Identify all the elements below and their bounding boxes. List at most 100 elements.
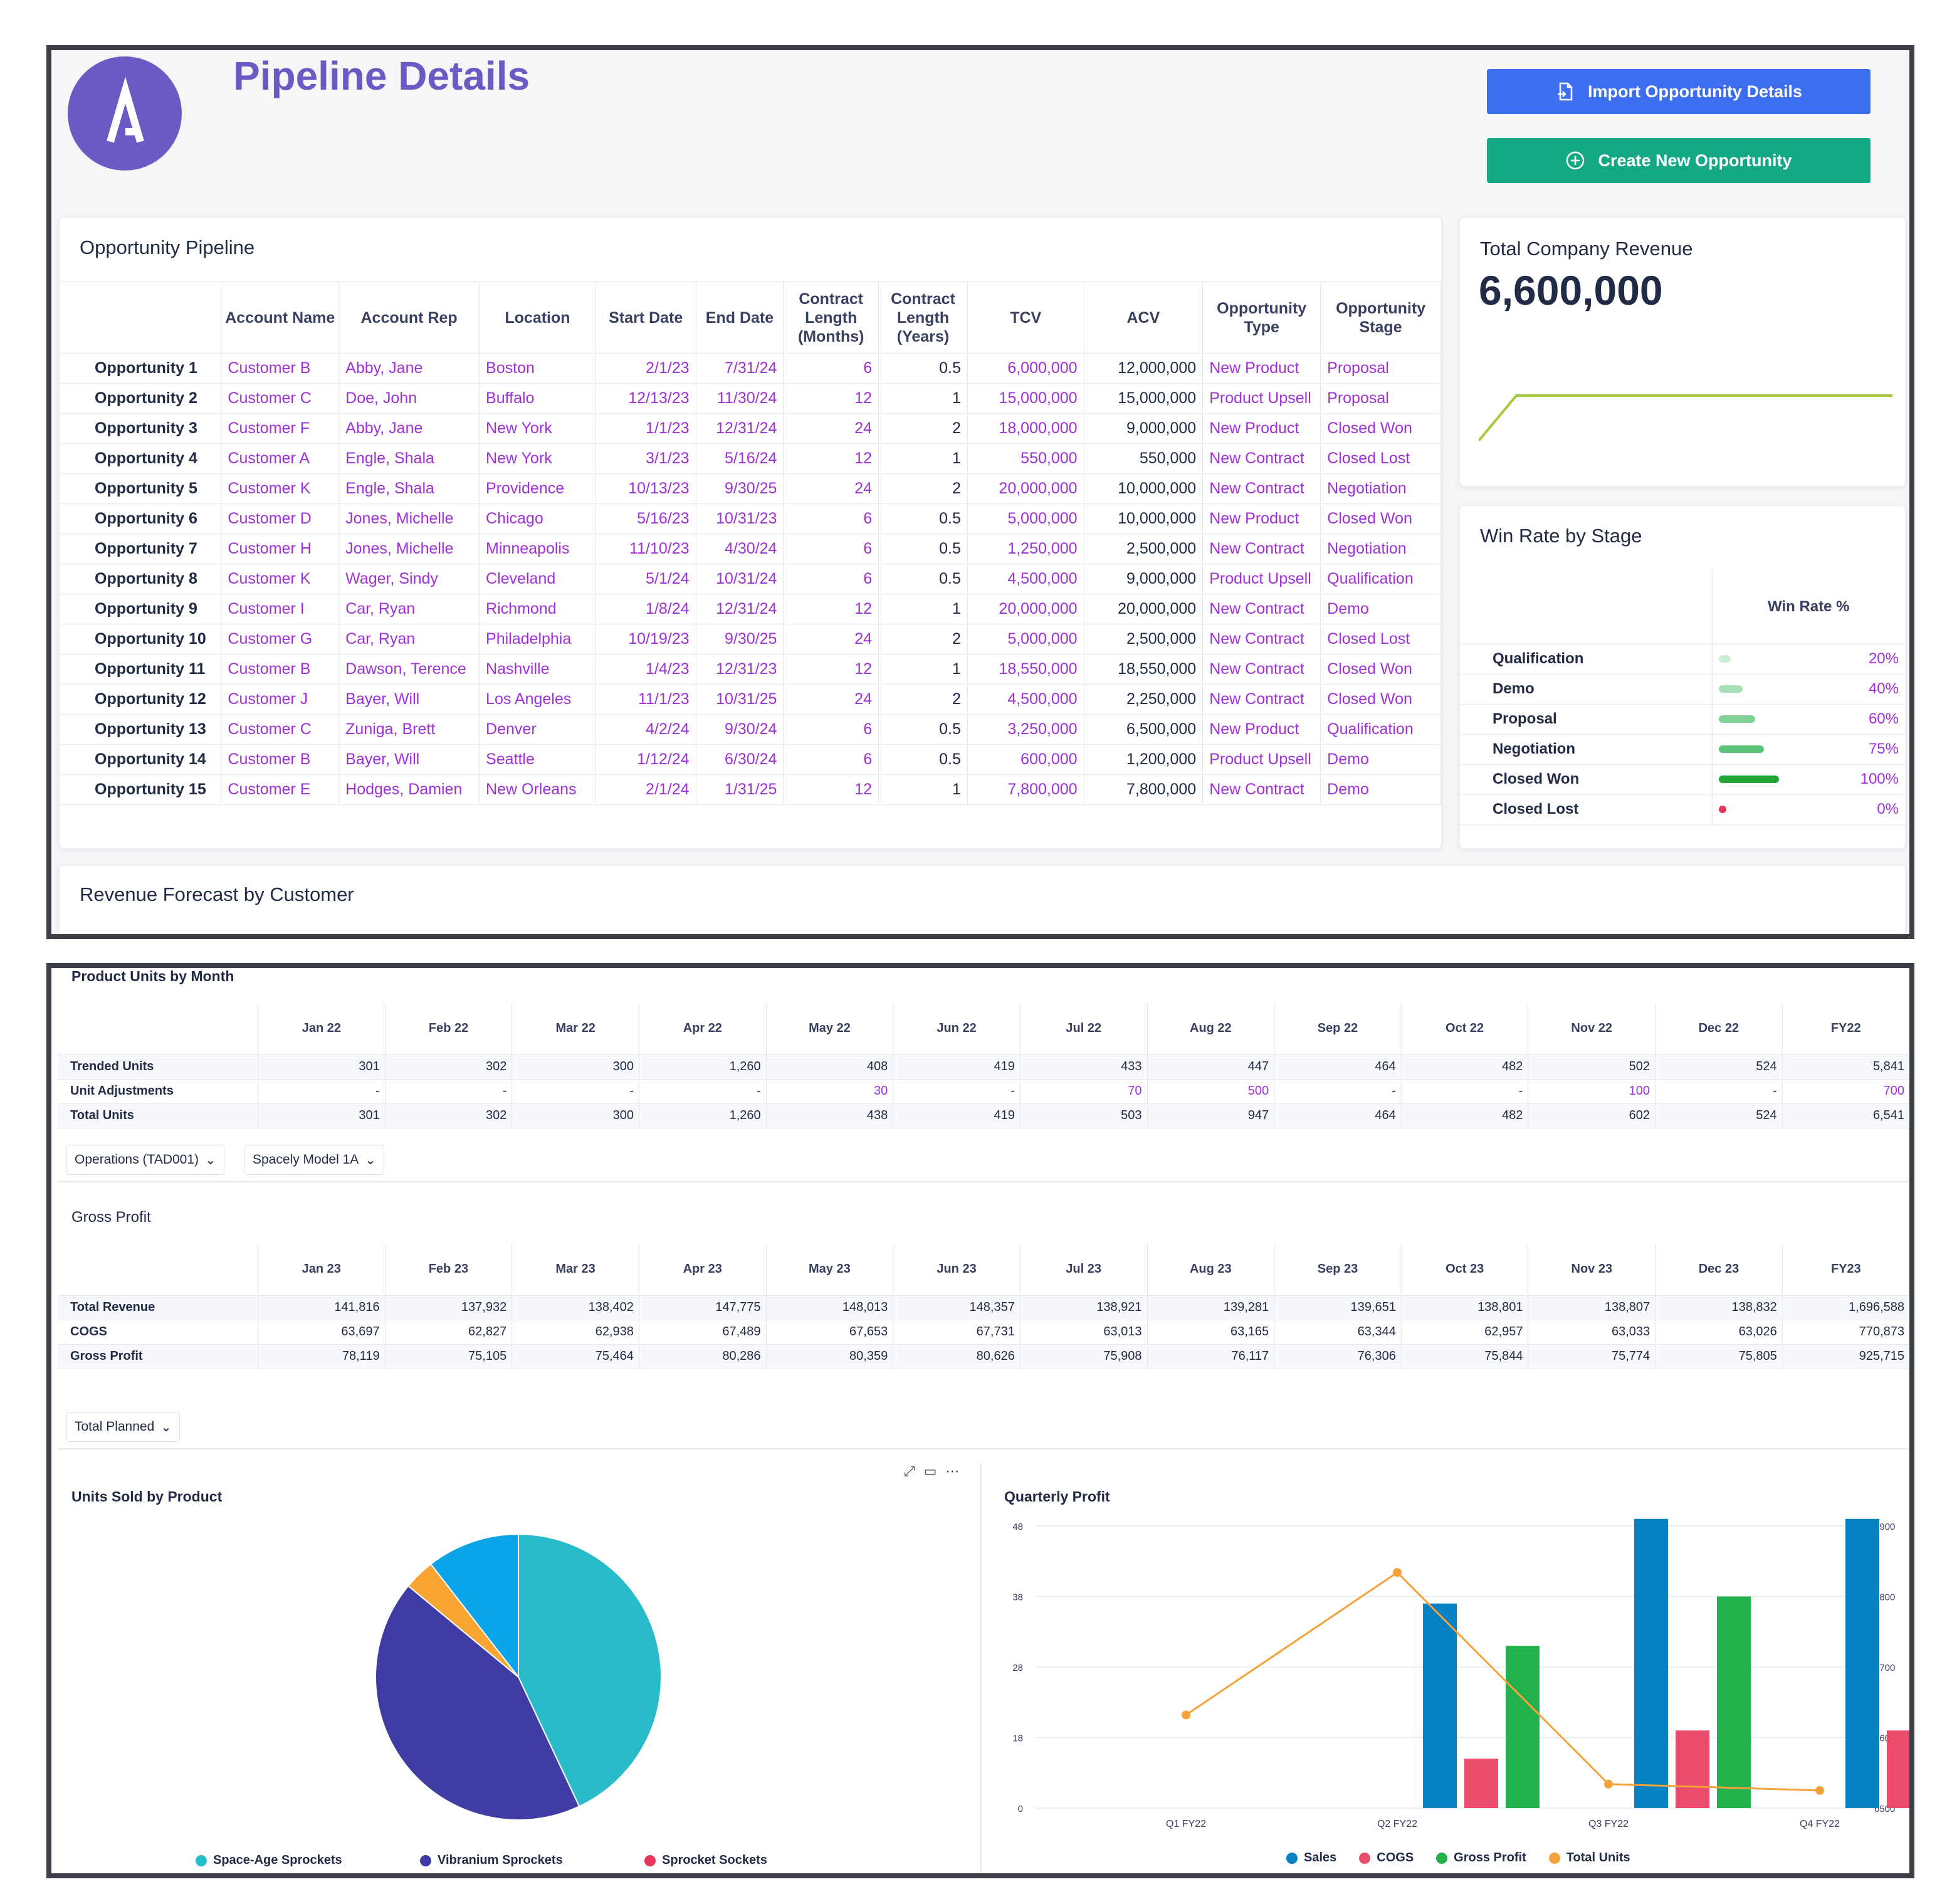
grid-column-header: Nov 22 — [1528, 1003, 1656, 1055]
y-tick-label: 28 — [1012, 1663, 1023, 1673]
grid-cell: 76,117 — [1147, 1344, 1274, 1369]
expand-icon[interactable]: ⤢ — [904, 1463, 915, 1479]
pipeline-cell: New Contract — [1202, 473, 1321, 504]
pipeline-cell: 3,250,000 — [967, 714, 1084, 745]
y-tick-label: 38 — [1012, 1592, 1023, 1603]
opportunity-row[interactable]: Opportunity 15 Customer E Hodges, Damien Ne… — [60, 774, 1441, 805]
opportunity-row[interactable]: Opportunity 6 Customer D Jones, Michelle Ch… — [60, 503, 1441, 534]
win-rate-bar-cell — [1711, 644, 1781, 675]
opportunity-name-cell: Opportunity 6 — [60, 503, 222, 534]
revenue-sparkline — [1479, 394, 1892, 442]
grid-cell: 300 — [512, 1103, 639, 1128]
import-button-label: Import Opportunity Details — [1587, 82, 1802, 101]
pipeline-cell: Customer G — [221, 624, 340, 655]
opportunity-row[interactable]: Opportunity 7 Customer H Jones, Michelle Mi… — [60, 534, 1441, 564]
win-rate-bar-cell — [1711, 764, 1781, 795]
opportunity-row[interactable]: Opportunity 9 Customer I Car, Ryan Richmond… — [60, 594, 1441, 624]
bar-cogs — [1887, 1730, 1909, 1808]
chevron-down-icon: ⌄ — [205, 1152, 216, 1167]
opportunity-row[interactable]: Opportunity 14 Customer B Bayer, Will Seatt… — [60, 744, 1441, 775]
grid-cell: 139,281 — [1147, 1295, 1274, 1320]
opportunity-row[interactable]: Opportunity 11 Customer B Dawson, Terence N… — [60, 654, 1441, 685]
pipeline-cell: 4/2/24 — [595, 714, 696, 745]
grid-cell: 75,464 — [512, 1344, 639, 1369]
pipeline-cell: Negotiation — [1320, 473, 1441, 504]
pipeline-cell: 5,000,000 — [967, 503, 1084, 534]
grid-cell: 62,938 — [512, 1320, 639, 1345]
quarterly-profit-title: Quarterly Profit — [1004, 1488, 1110, 1505]
pipeline-cell: 6 — [783, 534, 879, 564]
pipeline-cell: 6 — [783, 503, 879, 534]
pipeline-cell: Boston — [479, 353, 596, 384]
grid-cell: - — [384, 1079, 512, 1104]
opportunity-name-cell: Opportunity 14 — [60, 744, 222, 775]
win-rate-stage: Closed Won — [1460, 764, 1712, 795]
grid-cell: 67,731 — [893, 1320, 1021, 1345]
pipeline-cell: 5,000,000 — [967, 624, 1084, 655]
legend-label: Space-Age Sprockets — [213, 1853, 342, 1867]
pie-slice[interactable] — [429, 1533, 519, 1679]
pipeline-cell: Customer C — [221, 383, 340, 414]
grid-cell: 75,844 — [1400, 1344, 1528, 1369]
comment-icon[interactable]: ▭ — [923, 1463, 937, 1479]
pipeline-cell: 0.5 — [878, 503, 968, 534]
pipeline-cell: 4,500,000 — [967, 564, 1084, 594]
pipeline-cell: New Contract — [1202, 443, 1321, 474]
pipeline-cell: 15,000,000 — [1083, 383, 1204, 414]
pipeline-cell: 20,000,000 — [967, 594, 1084, 624]
opportunity-row[interactable]: Opportunity 10 Customer G Car, Ryan Philade… — [60, 624, 1441, 655]
legend-swatch — [420, 1854, 431, 1866]
pipeline-cell: 11/10/23 — [595, 534, 696, 564]
pipeline-cell: Customer E — [221, 774, 340, 805]
grid-cell: 5,841 — [1781, 1055, 1909, 1080]
pie-legend-item: Sprocket Sockets — [644, 1853, 767, 1868]
gross-profit-title: Gross Profit — [71, 1209, 151, 1226]
pipeline-column-header: End Date — [695, 281, 784, 354]
grid-cell: 147,775 — [638, 1295, 767, 1320]
opportunity-name-cell: Opportunity 1 — [60, 353, 222, 384]
grid-cell: 63,033 — [1528, 1320, 1656, 1345]
grid-cell: 138,801 — [1400, 1295, 1528, 1320]
revenue-forecast-title: Revenue Forecast by Customer — [80, 883, 354, 905]
pipeline-cell: Product Upsell — [1202, 744, 1321, 775]
create-opportunity-button[interactable]: Create New Opportunity — [1487, 138, 1871, 183]
pipeline-cell: 20,000,000 — [967, 473, 1084, 504]
plus-circle-icon — [1566, 151, 1585, 170]
opportunity-name-cell: Opportunity 2 — [60, 383, 222, 414]
opportunity-row[interactable]: Opportunity 5 Customer K Engle, Shala Provi… — [60, 473, 1441, 504]
total-planned-dropdown[interactable]: Total Planned ⌄ — [66, 1412, 180, 1442]
grid-row: Unit Adjustments - - - -30-70 500- -100-700 — [58, 1079, 1909, 1104]
grid-cell: 302 — [384, 1103, 512, 1128]
opportunity-row[interactable]: Opportunity 8 Customer K Wager, Sindy Cleve… — [60, 564, 1441, 594]
opportunity-row[interactable]: Opportunity 1 Customer B Abby, Jane Boston 2… — [60, 353, 1441, 384]
opportunity-name-cell: Opportunity 3 — [60, 413, 222, 444]
operations-filter-dropdown[interactable]: Operations (TAD001) ⌄ — [66, 1145, 224, 1175]
opportunity-row[interactable]: Opportunity 13 Customer C Zuniga, Brett Den… — [60, 714, 1441, 745]
legend-swatch — [1548, 1852, 1560, 1864]
grid-cell: - — [1274, 1079, 1402, 1104]
grid-cell: 482 — [1400, 1055, 1528, 1080]
win-rate-column-header: Win Rate % — [1711, 570, 1905, 644]
pipeline-cell: 1 — [878, 383, 968, 414]
pie-slice[interactable] — [375, 1585, 580, 1821]
grid-column-header: Nov 23 — [1528, 1244, 1656, 1296]
win-rate-bar-cell — [1711, 704, 1781, 735]
pie-slice[interactable] — [518, 1533, 662, 1807]
pipeline-cell: 4/30/24 — [695, 534, 784, 564]
more-icon[interactable]: ⋯ — [945, 1463, 960, 1479]
pipeline-cell: Demo — [1320, 594, 1441, 624]
pipeline-cell: 11/30/24 — [695, 383, 784, 414]
grid-column-header: Oct 23 — [1400, 1244, 1528, 1296]
grid-cell: 1,260 — [638, 1055, 767, 1080]
grid-cell: 464 — [1274, 1103, 1402, 1128]
grid-cell: 62,827 — [384, 1320, 512, 1345]
opportunity-row[interactable]: Opportunity 4 Customer A Engle, Shala New Y… — [60, 443, 1441, 474]
grid-cell: - — [1400, 1079, 1528, 1104]
opportunity-row[interactable]: Opportunity 3 Customer F Abby, Jane New Yor… — [60, 413, 1441, 444]
pipeline-cell: Customer B — [221, 744, 340, 775]
grid-cell: 63,344 — [1274, 1320, 1402, 1345]
import-opportunity-button[interactable]: Import Opportunity Details — [1487, 69, 1871, 114]
opportunity-row[interactable]: Opportunity 12 Customer J Bayer, Will Los A… — [60, 684, 1441, 715]
opportunity-row[interactable]: Opportunity 2 Customer C Doe, John Buffalo 1… — [60, 383, 1441, 414]
model-filter-dropdown[interactable]: Spacely Model 1A ⌄ — [244, 1145, 384, 1175]
